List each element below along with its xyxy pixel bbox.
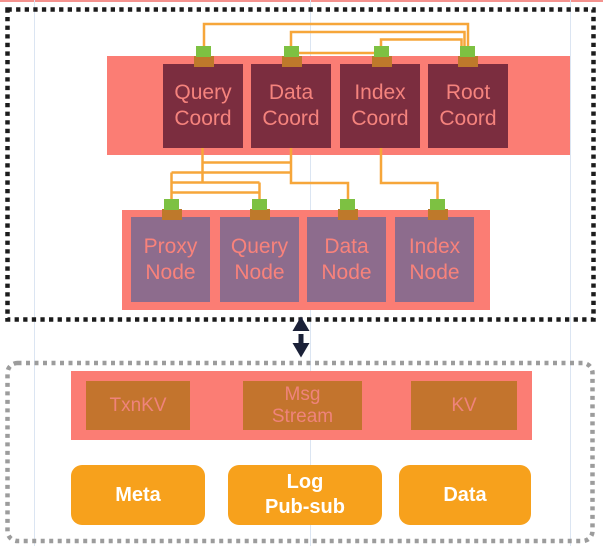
- meta-store-label: Meta: [115, 483, 161, 506]
- proxy-node-label: Proxy: [143, 234, 198, 258]
- alignment-guide-left: [34, 0, 35, 546]
- root-coord-label: Root: [445, 81, 491, 104]
- connector-plug: [430, 199, 445, 210]
- kv-label: KV: [451, 394, 477, 416]
- data-store-label: Data: [443, 483, 487, 506]
- kv-box: KV: [411, 381, 517, 430]
- connector-socket: [281, 56, 302, 67]
- connector-socket: [337, 209, 358, 220]
- data-node-label: Data: [324, 234, 369, 258]
- query-coord-label: Query: [174, 81, 232, 104]
- data-coord-label: Data: [268, 81, 314, 104]
- connector-socket: [161, 209, 182, 220]
- storage-layer-boundary: [5, 360, 595, 544]
- connector-socket: [193, 56, 214, 67]
- connector-socket: [427, 209, 448, 220]
- alignment-guide-right: [570, 0, 571, 546]
- arrow-down-head: [292, 343, 310, 358]
- index-node-label: Index: [408, 234, 461, 258]
- query-node-label: Query: [230, 234, 289, 258]
- connector-plug: [374, 46, 389, 57]
- connector-socket: [249, 209, 270, 220]
- proxy-node-box: Proxy Node: [131, 217, 210, 302]
- connector-plug: [284, 46, 299, 57]
- connector-plug: [460, 46, 475, 57]
- query-node-box: Query Node: [220, 217, 299, 302]
- layer-link-arrow: [292, 316, 310, 358]
- txnkv-label: TxnKV: [109, 394, 167, 416]
- data-coord-box: Data Coord: [251, 64, 331, 148]
- connector-plug: [164, 199, 179, 210]
- connector-plug: [196, 46, 211, 57]
- arrow-up-head: [292, 316, 310, 331]
- index-coord-box: Index Coord: [340, 64, 420, 148]
- data-node-box: Data Node: [307, 217, 386, 302]
- txnkv-box: TxnKV: [86, 381, 190, 430]
- log-pubsub-label: Log: [286, 471, 324, 493]
- log-pubsub-box: Log Pub-sub: [228, 465, 382, 525]
- connector-socket: [371, 56, 392, 67]
- data-store-box: Data: [399, 465, 531, 525]
- index-coord-label: Index: [354, 81, 406, 104]
- connector-plug: [340, 199, 355, 210]
- coordinator-uplinks: [202, 22, 470, 55]
- connector-socket: [457, 56, 478, 67]
- connector-plug: [252, 199, 267, 210]
- msg-stream-label: Msg: [284, 383, 321, 405]
- msg-stream-box: Msg Stream: [243, 381, 362, 430]
- index-node-box: Index Node: [395, 217, 474, 302]
- coordinator-downlinks: [170, 148, 439, 199]
- top-accent-strip: [0, 0, 603, 2]
- meta-store-box: Meta: [71, 465, 205, 525]
- query-coord-box: Query Coord: [163, 64, 243, 148]
- root-coord-box: Root Coord: [428, 64, 508, 148]
